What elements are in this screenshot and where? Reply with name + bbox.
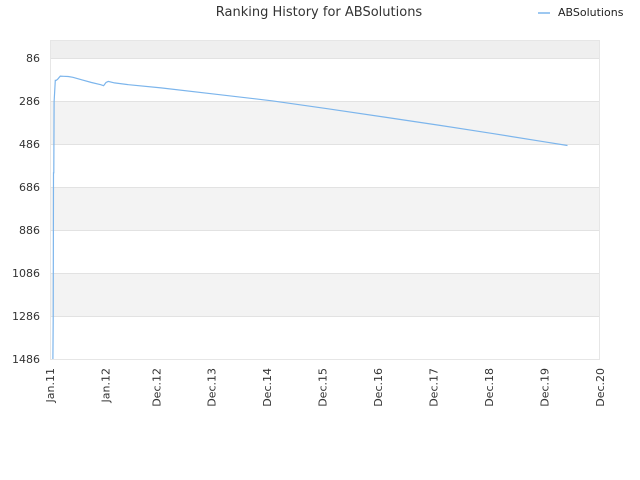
x-tick-label: Dec.19 [538,368,551,407]
plot-area-border [50,40,600,360]
y-tick-label: 1086 [12,267,40,280]
x-tick-label: Dec.18 [483,368,496,407]
legend[interactable]: ABSolutions [538,6,624,19]
x-tick-label: Dec.20 [594,368,607,407]
band [50,144,600,187]
y-tick-label: 1486 [12,353,40,366]
x-tick-label: Jan.11 [44,368,57,403]
y-tick-label: 686 [19,181,40,194]
x-axis-tick-labels: Jan.11 Jan.12 Dec.12 Dec.13 Dec.14 Dec.15 Dec.… [44,368,607,407]
band [50,316,600,359]
x-tick-label: Dec.15 [317,368,330,407]
plot-background-bands [50,40,600,359]
legend-label: ABSolutions [558,6,624,19]
band [50,230,600,273]
band [50,58,600,101]
series-line-absolutions [52,75,568,360]
y-axis-tick-labels: 86 286 486 686 886 1086 1286 1486 [12,52,40,366]
x-tick-label: Dec.16 [372,368,385,407]
band-top [50,40,600,58]
band [50,187,600,230]
x-tick-label: Dec.14 [261,368,274,407]
y-tick-label: 886 [19,224,40,237]
x-tick-label: Dec.17 [428,368,441,407]
y-tick-label: 1286 [12,310,40,323]
band [50,273,600,316]
y-tick-label: 86 [26,52,40,65]
chart-title: Ranking History for ABSolutions [216,5,423,20]
x-tick-label: Jan.12 [99,368,112,403]
x-tick-label: Dec.13 [206,368,219,407]
y-tick-label: 486 [19,138,40,151]
y-tick-label: 286 [19,95,40,108]
x-tick-label: Dec.12 [150,368,163,407]
